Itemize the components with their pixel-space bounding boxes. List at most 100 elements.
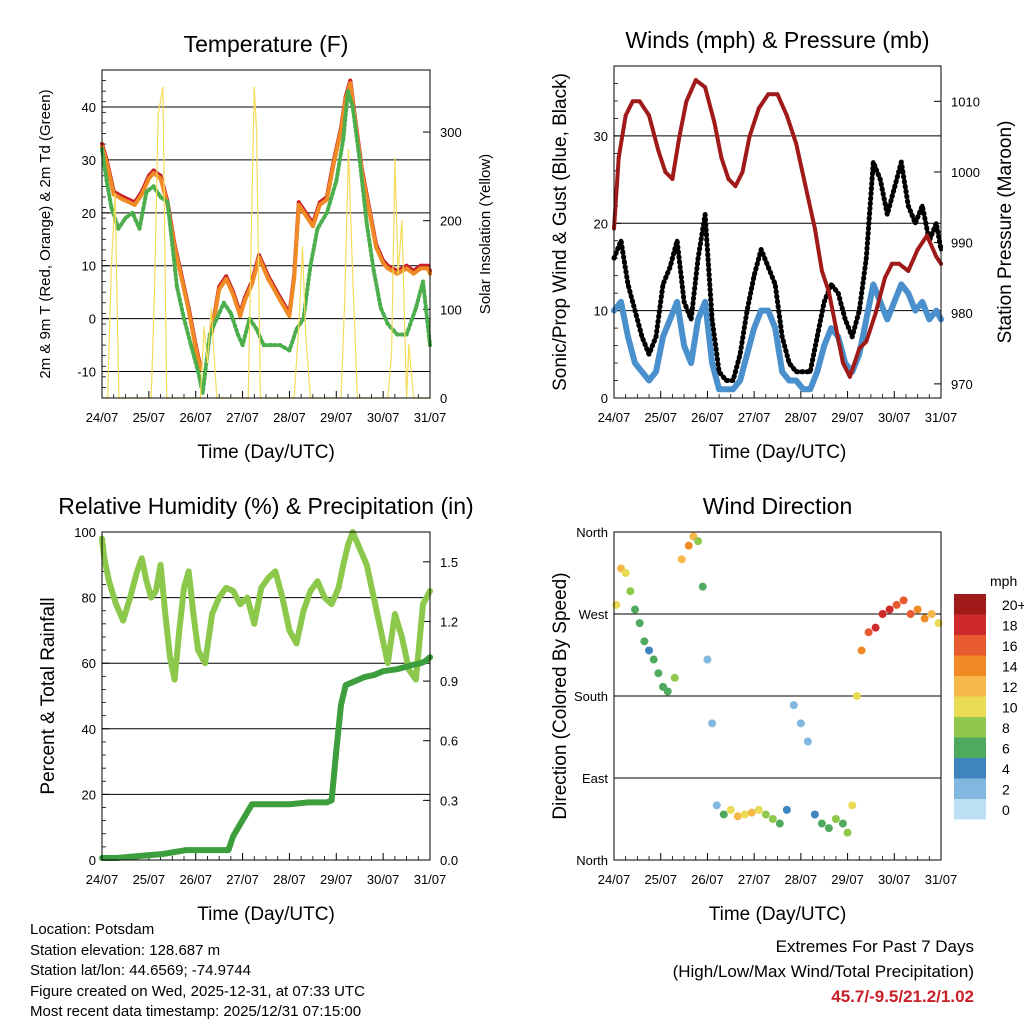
data-point — [174, 284, 179, 289]
data-point — [278, 298, 283, 303]
data-point — [896, 261, 901, 266]
data-point — [647, 352, 652, 357]
data-point — [353, 679, 358, 684]
data-point — [773, 282, 778, 287]
data-point — [385, 321, 390, 326]
plot-frame — [101, 531, 431, 861]
data-point — [784, 113, 789, 118]
y-axis-label: Sonic/Prop Wind & Gust (Blue, Black) — [550, 73, 571, 391]
data-point — [160, 852, 165, 857]
x-tick-label: 29/07 — [831, 410, 864, 425]
data-point — [924, 233, 929, 238]
data-point — [934, 221, 939, 226]
data-point — [885, 317, 890, 322]
extremes-box: Extremes For Past 7 Days (High/Low/Max W… — [673, 934, 974, 1009]
data-point — [364, 221, 369, 226]
data-point — [889, 261, 894, 266]
data-point — [121, 197, 126, 202]
data-point — [231, 292, 236, 297]
direction-point — [747, 808, 756, 817]
x-tick-label: 30/07 — [367, 410, 400, 425]
data-point — [752, 273, 757, 278]
temperature-panel: Temperature (F) Time (Day/UTC) 2m & 9m T (… — [37, 31, 494, 463]
direction-point — [712, 801, 721, 810]
data-point — [114, 193, 116, 195]
series-total-precipitation — [99, 654, 433, 861]
data-point — [329, 602, 334, 607]
data-point — [794, 378, 799, 383]
x-tick-label: 26/07 — [691, 872, 724, 887]
y-tick-label: South — [574, 689, 608, 704]
x-tick-label: 24/07 — [598, 872, 631, 887]
data-point — [619, 238, 624, 243]
data-point — [231, 589, 236, 594]
data-point — [780, 369, 785, 374]
data-point — [226, 848, 231, 853]
data-point — [654, 334, 659, 339]
y2-tick-label: 990 — [951, 236, 973, 251]
y-tick-label: West — [579, 607, 609, 622]
direction-point — [708, 719, 717, 728]
x-tick-label: 25/07 — [644, 872, 677, 887]
data-point — [647, 113, 652, 118]
data-point — [182, 585, 186, 590]
data-point — [920, 203, 925, 208]
y2-tick-label: 1.2 — [440, 614, 458, 629]
data-point — [411, 271, 416, 276]
legend-swatch — [954, 696, 986, 717]
data-point — [724, 387, 729, 392]
data-point — [404, 332, 409, 337]
series-relative-humidity — [99, 529, 433, 683]
data-point — [399, 634, 404, 639]
data-point — [906, 268, 911, 273]
data-point — [315, 800, 320, 805]
data-point — [385, 266, 390, 271]
data-point — [710, 361, 715, 366]
data-point — [224, 585, 229, 590]
direction-point — [803, 737, 812, 746]
data-point — [306, 800, 311, 805]
legend-label: 2 — [1002, 782, 1010, 798]
data-point — [873, 311, 878, 316]
data-point — [775, 92, 780, 97]
data-point — [640, 334, 645, 339]
data-point — [364, 562, 369, 567]
data-point — [378, 628, 383, 633]
data-point — [670, 177, 675, 182]
data-point — [294, 641, 299, 646]
humidity-precip-panel: Relative Humidity (%) & Precipitation (i… — [38, 493, 474, 925]
y2-tick-label: 0 — [440, 391, 447, 406]
direction-point — [635, 619, 644, 628]
y-tick-label: North — [576, 853, 608, 868]
x-tick-label: 30/07 — [367, 872, 400, 887]
data-point — [801, 369, 806, 374]
data-point — [235, 332, 240, 337]
data-point — [102, 556, 107, 561]
data-point — [336, 585, 341, 590]
data-point — [703, 299, 708, 304]
data-point — [633, 361, 638, 366]
data-point — [210, 612, 215, 616]
data-point — [819, 268, 824, 273]
data-point — [745, 352, 750, 357]
data-point — [217, 595, 222, 600]
legend-swatch — [954, 737, 986, 758]
x-tick-label: 31/07 — [925, 410, 958, 425]
direction-point — [864, 628, 873, 637]
data-point — [196, 648, 201, 653]
y2-tick-label: 100 — [440, 302, 462, 317]
data-point — [413, 677, 418, 682]
data-point — [871, 160, 876, 165]
data-point — [878, 177, 883, 182]
legend-swatch — [954, 655, 986, 676]
legend-label: 8 — [1002, 720, 1010, 736]
x-tick-label: 28/07 — [785, 872, 818, 887]
data-point — [186, 308, 191, 313]
direction-point — [848, 801, 857, 810]
data-point — [255, 131, 258, 133]
y-tick-label: 100 — [74, 525, 96, 540]
recent-text: Most recent data timestamp: 2025/12/31 0… — [30, 1003, 362, 1020]
data-point — [206, 361, 209, 364]
direction-point — [885, 605, 894, 614]
data-point — [663, 169, 668, 174]
